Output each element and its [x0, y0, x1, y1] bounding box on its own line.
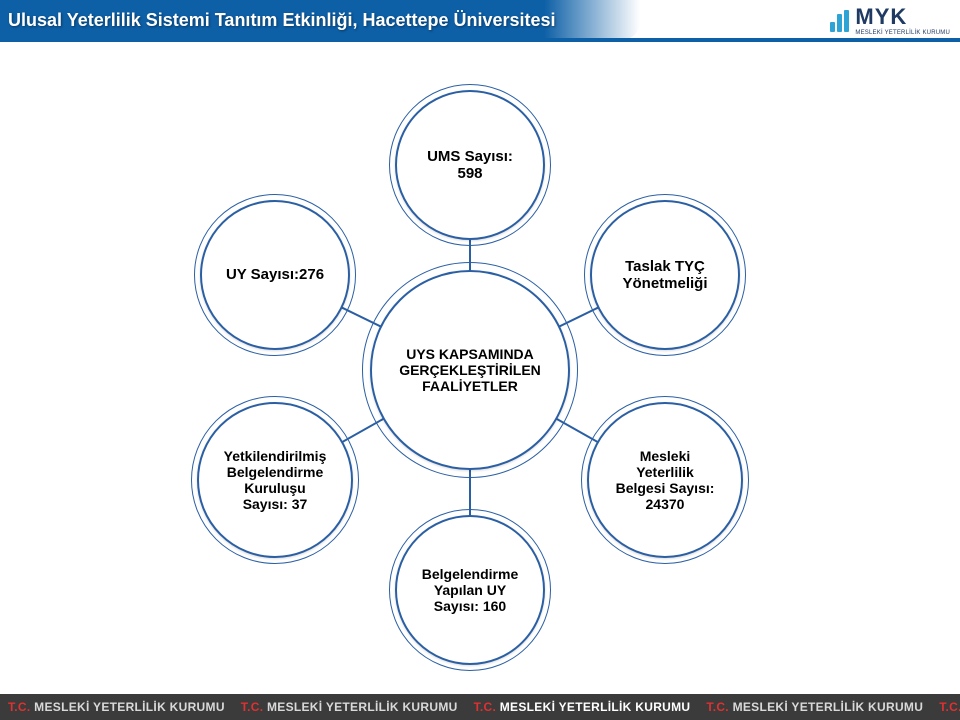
- diagram-node-top: UMS Sayısı:598: [395, 90, 545, 240]
- logo-text: MYK: [855, 6, 907, 28]
- myk-logo: MYK MESLEKİ YETERLİLİK KURUMU: [830, 0, 950, 42]
- footer-tc: T.C.: [8, 700, 34, 714]
- diagram-node-right1: Taslak TYÇYönetmeliği: [590, 200, 740, 350]
- node-label: UMS Sayısı:598: [421, 142, 519, 189]
- footer-segment: T.C. MESLEKİ YETERLİLİK KURUMU: [466, 700, 699, 714]
- footer-org: MESLEKİ YETERLİLİK KURUMU: [34, 700, 225, 714]
- footer-strip: T.C. MESLEKİ YETERLİLİK KURUMUT.C. MESLE…: [0, 694, 960, 720]
- diagram-node-right2: MeslekiYeterlilikBelgesi Sayısı:24370: [587, 402, 743, 558]
- footer-segment: T.C. MESLEKİ YETERLİLİK KURUMU: [698, 700, 931, 714]
- footer-org: MESLEKİ YETERLİLİK KURUMU: [267, 700, 458, 714]
- node-label: YetkilendirilmişBelgelendirmeKuruluşuSay…: [218, 442, 333, 518]
- node-label: MeslekiYeterlilikBelgesi Sayısı:24370: [610, 442, 721, 518]
- logo-text-block: MYK MESLEKİ YETERLİLİK KURUMU: [855, 6, 950, 36]
- footer-tc: T.C.: [241, 700, 267, 714]
- diagram-node-left1: UY Sayısı:276: [200, 200, 350, 350]
- diagram-canvas: UYS KAPSAMINDAGERÇEKLEŞTİRİLENFAALİYETLE…: [0, 50, 960, 692]
- footer-tc: T.C.: [474, 700, 500, 714]
- footer-segment: T.C. MESLEKİ YETERLİLİK KURUMU: [0, 700, 233, 714]
- logo-icon: [830, 10, 849, 32]
- slide: Ulusal Yeterlilik Sistemi Tanıtım Etkinl…: [0, 0, 960, 720]
- diagram-node-bottom: BelgelendirmeYapılan UYSayısı: 160: [395, 515, 545, 665]
- node-label: BelgelendirmeYapılan UYSayısı: 160: [416, 560, 524, 620]
- footer-tc: T.C.: [706, 700, 732, 714]
- diagram-node-left2: YetkilendirilmişBelgelendirmeKuruluşuSay…: [197, 402, 353, 558]
- diagram-node-center: UYS KAPSAMINDAGERÇEKLEŞTİRİLENFAALİYETLE…: [370, 270, 570, 470]
- footer-segment: T.C. MESLEKİ YETERLİLİK KURUMU: [233, 700, 466, 714]
- footer-org: MESLEKİ YETERLİLİK KURUMU: [500, 700, 691, 714]
- slide-title: Ulusal Yeterlilik Sistemi Tanıtım Etkinl…: [0, 0, 640, 40]
- header-underline: [0, 38, 960, 42]
- footer-org: MESLEKİ YETERLİLİK KURUMU: [733, 700, 924, 714]
- footer-segment: T.C. MESLEKİ YETERLİLİK KURUMU: [931, 700, 960, 714]
- node-label: UYS KAPSAMINDAGERÇEKLEŞTİRİLENFAALİYETLE…: [393, 340, 547, 400]
- node-label: UY Sayısı:276: [220, 260, 330, 289]
- node-label: Taslak TYÇYönetmeliği: [616, 252, 713, 299]
- header: Ulusal Yeterlilik Sistemi Tanıtım Etkinl…: [0, 0, 960, 46]
- logo-subtext: MESLEKİ YETERLİLİK KURUMU: [855, 30, 950, 36]
- footer-tc: T.C.: [939, 700, 960, 714]
